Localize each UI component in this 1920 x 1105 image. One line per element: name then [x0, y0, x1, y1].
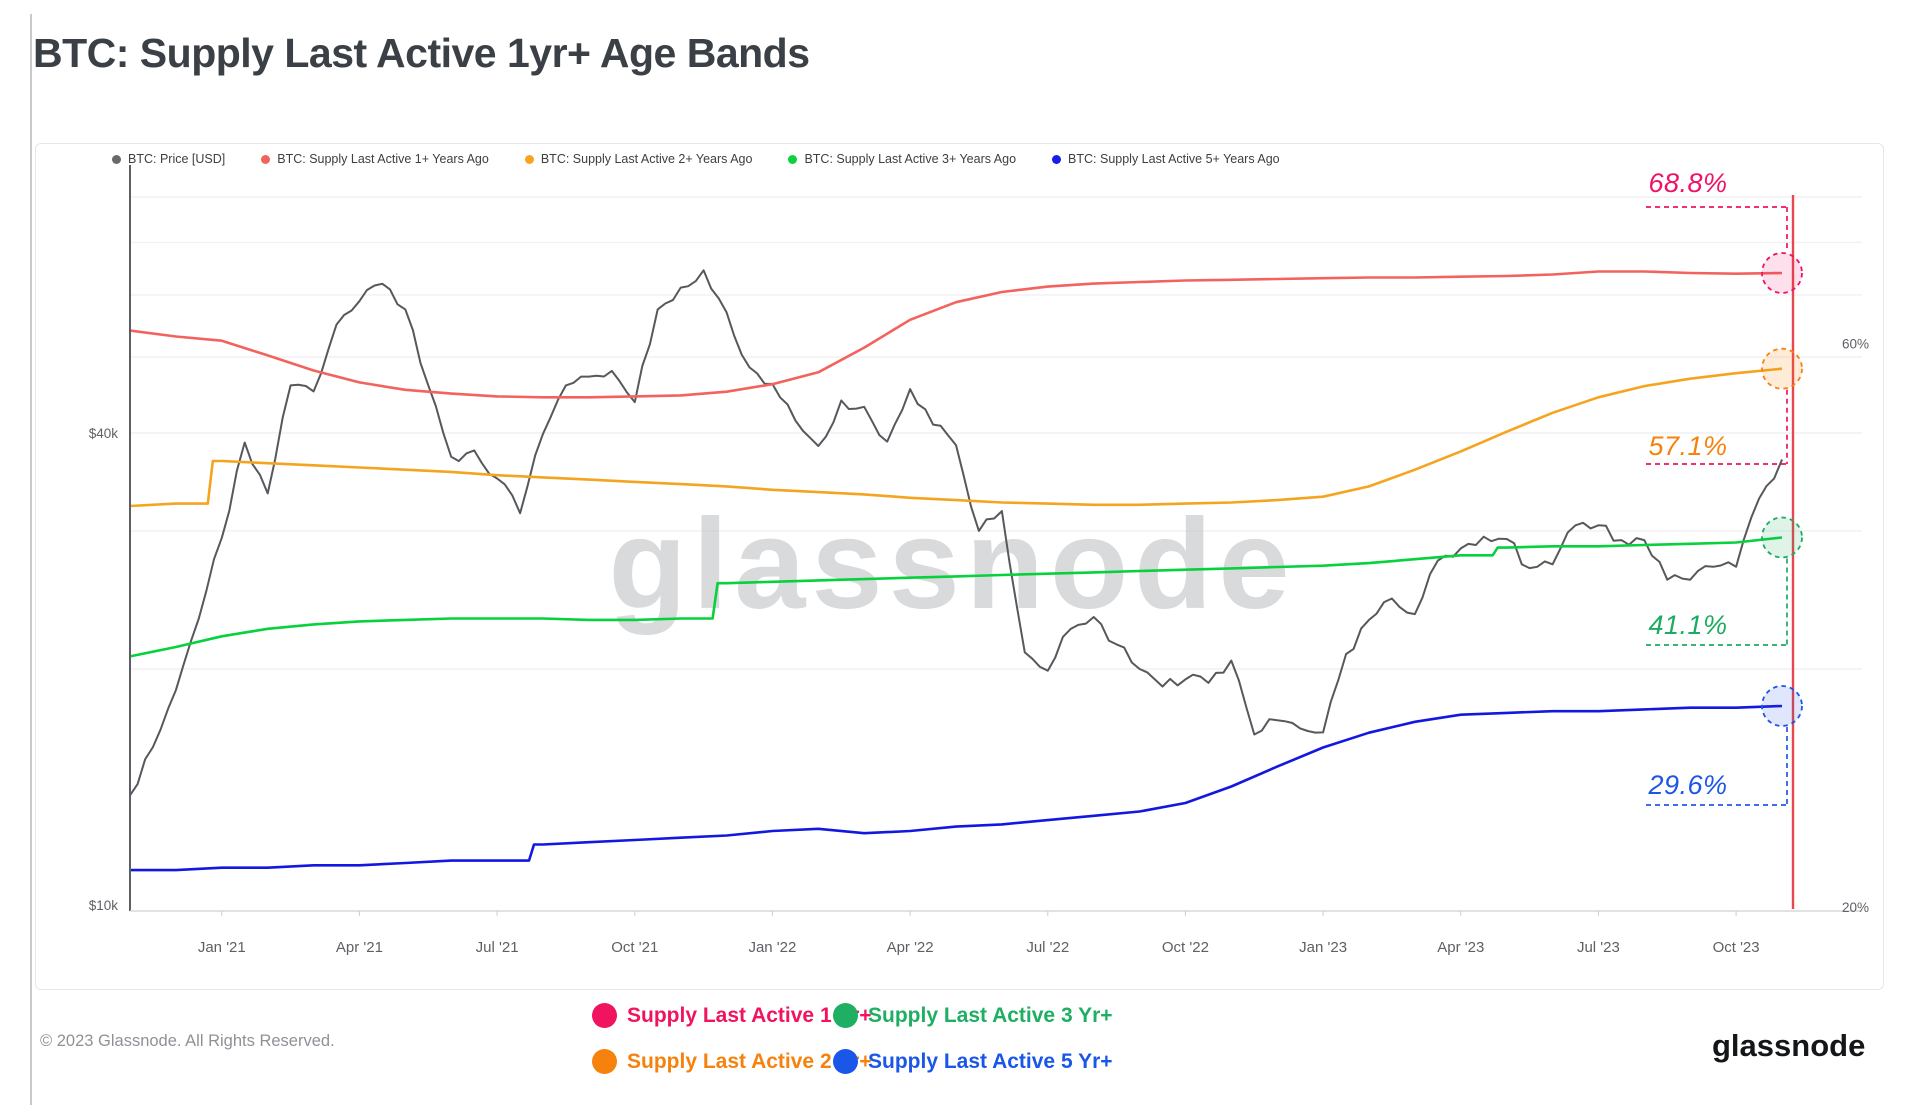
axis-tick-label: Jan '23 — [1299, 939, 1347, 956]
annotation-supply-2yr-value: 57.1% — [1648, 431, 1728, 461]
axis-tick-label: Jul '21 — [476, 939, 519, 956]
supply-band-legend-item: Supply Last Active 1 Yr+ — [592, 1003, 872, 1028]
axis-tick-label: $10k — [89, 898, 119, 913]
axis-tick-label: Apr '21 — [336, 939, 383, 956]
legend-item[interactable]: BTC: Supply Last Active 2+ Years Ago — [524, 152, 753, 166]
supply-band-label: Supply Last Active 5 Yr+ — [868, 1049, 1113, 1073]
legend-item[interactable]: BTC: Price [USD] — [112, 152, 225, 166]
window-edge-line — [30, 14, 32, 1105]
legend-label: BTC: Price [USD] — [128, 152, 226, 166]
axis-tick-label: 20% — [1842, 900, 1869, 915]
legend-label: BTC: Supply Last Active 2+ Years Ago — [540, 152, 753, 166]
axis-tick-label: Jul '22 — [1026, 939, 1069, 956]
axis-tick-label: Oct '23 — [1713, 939, 1760, 956]
legend-label: BTC: Supply Last Active 5+ Years Ago — [1068, 152, 1280, 166]
axis-tick-label: Jan '22 — [748, 939, 796, 956]
annotation-supply-5yr-value: 29.6% — [1648, 770, 1728, 800]
legend-item[interactable]: BTC: Supply Last Active 5+ Years Ago — [1052, 152, 1280, 166]
supply-band-dot-icon — [592, 1049, 617, 1074]
supply-band-legend-item: Supply Last Active 5 Yr+ — [833, 1049, 1113, 1074]
legend-dot-icon — [112, 154, 121, 164]
supply-band-label: Supply Last Active 1 Yr+ — [627, 1003, 872, 1027]
annotation-supply-1yr-value: 68.8% — [1648, 168, 1728, 198]
legend-item[interactable]: BTC: Supply Last Active 1+ Years Ago — [261, 152, 489, 166]
legend-dot-icon — [524, 154, 534, 164]
supply-band-legend-item: Supply Last Active 2 Yr+ — [592, 1049, 872, 1074]
legend-dot-icon — [788, 154, 798, 164]
supply-band-dot-icon — [833, 1003, 858, 1028]
watermark: glassnode — [608, 493, 1295, 636]
axis-tick-label: 60% — [1842, 336, 1869, 351]
chart-card — [35, 143, 1884, 990]
axis-tick-label: $40k — [89, 426, 119, 441]
axis-tick-label: Jul '23 — [1577, 939, 1620, 956]
axis-tick-label: Oct '22 — [1162, 939, 1209, 956]
supply-band-dot-icon — [833, 1049, 858, 1074]
legend-dot-icon — [1052, 154, 1062, 164]
axis-tick-label: Apr '23 — [1437, 939, 1484, 956]
axis-tick-label: Jan '21 — [198, 939, 246, 956]
annotation-supply-3yr-value: 41.1% — [1648, 610, 1728, 640]
supply-band-label: Supply Last Active 2 Yr+ — [627, 1049, 872, 1073]
supply-band-dot-icon — [592, 1003, 617, 1028]
chart-legend: BTC: Price [USD] BTC: Supply Last Active … — [112, 152, 1280, 166]
copyright-text: © 2023 Glassnode. All Rights Reserved. — [40, 1032, 335, 1050]
page-title: BTC: Supply Last Active 1yr+ Age Bands — [33, 30, 810, 76]
legend-label: BTC: Supply Last Active 1+ Years Ago — [277, 152, 489, 166]
axis-tick-label: Apr '22 — [887, 939, 934, 956]
legend-dot-icon — [261, 154, 271, 164]
supply-band-label: Supply Last Active 3 Yr+ — [868, 1003, 1113, 1027]
supply-band-legend-item: Supply Last Active 3 Yr+ — [833, 1003, 1113, 1028]
legend-item[interactable]: BTC: Supply Last Active 3+ Years Ago — [788, 152, 1016, 166]
glassnode-logo: glassnode — [1712, 1028, 1866, 1063]
legend-label: BTC: Supply Last Active 3+ Years Ago — [804, 152, 1017, 166]
axis-tick-label: Oct '21 — [611, 939, 658, 956]
